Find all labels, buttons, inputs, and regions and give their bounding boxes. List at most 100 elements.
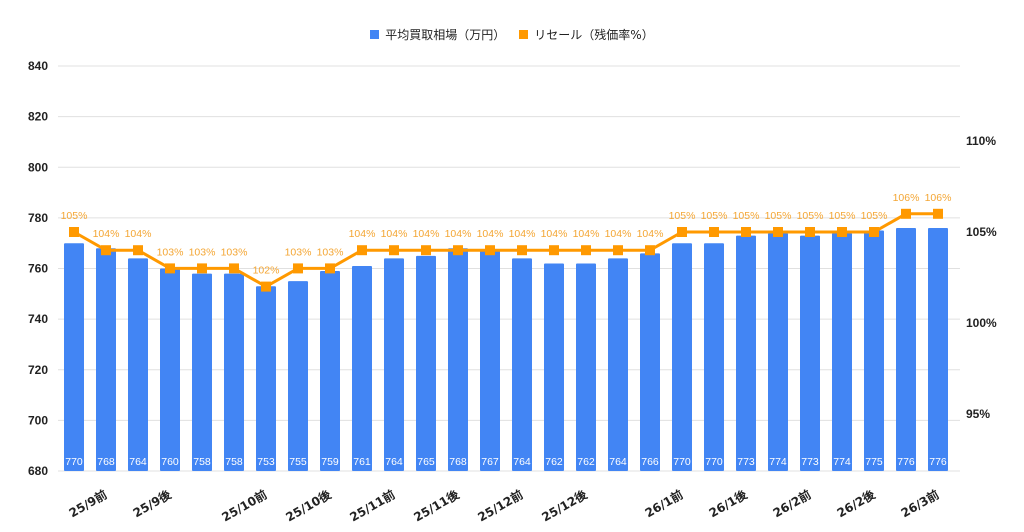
line-value-label: 103% xyxy=(285,246,312,258)
legend-item-price[interactable]: 平均買取相場（万円） xyxy=(370,26,505,43)
line-marker[interactable] xyxy=(677,227,687,237)
line-marker[interactable] xyxy=(165,263,175,274)
legend-item-resale[interactable]: リセール（残価率%） xyxy=(519,26,654,43)
right-axis-tick: 100% xyxy=(966,316,997,330)
line-marker[interactable] xyxy=(613,245,623,256)
line-value-label: 104% xyxy=(477,228,504,240)
left-axis-tick: 680 xyxy=(28,464,48,478)
bar[interactable] xyxy=(352,265,372,471)
line-marker[interactable] xyxy=(421,245,431,256)
line-marker[interactable] xyxy=(805,227,815,237)
line-value-label: 104% xyxy=(125,228,152,240)
line-marker[interactable] xyxy=(389,245,399,256)
bar-value-label: 768 xyxy=(97,456,115,468)
line-marker[interactable] xyxy=(261,281,271,292)
bar[interactable] xyxy=(160,268,180,472)
x-axis-tick: 26/3前 xyxy=(898,487,941,521)
bar[interactable] xyxy=(288,281,308,471)
bar[interactable] xyxy=(832,233,852,471)
left-axis-tick: 820 xyxy=(28,110,48,124)
bar[interactable] xyxy=(128,258,148,471)
line-value-label: 103% xyxy=(317,246,344,258)
bar[interactable] xyxy=(448,248,468,471)
bar-value-label: 776 xyxy=(929,456,947,468)
line-marker[interactable] xyxy=(773,227,783,237)
line-marker[interactable] xyxy=(229,263,239,274)
line-marker[interactable] xyxy=(741,227,751,237)
line-marker[interactable] xyxy=(101,245,111,256)
bar[interactable] xyxy=(864,230,884,471)
x-axis-tick: 25/12前 xyxy=(475,487,526,525)
bar-value-label: 759 xyxy=(321,456,339,468)
bar-value-label: 770 xyxy=(65,456,83,468)
line-marker[interactable] xyxy=(293,263,303,274)
bar[interactable] xyxy=(256,286,276,471)
bar[interactable] xyxy=(640,253,660,471)
line-marker[interactable] xyxy=(69,227,79,237)
line-value-label: 104% xyxy=(349,228,376,240)
line-marker[interactable] xyxy=(901,208,911,219)
bar[interactable] xyxy=(224,273,244,471)
line-marker[interactable] xyxy=(485,245,495,256)
bar-value-label: 762 xyxy=(545,456,563,468)
line-value-label: 105% xyxy=(829,210,856,222)
bar-value-label: 773 xyxy=(801,456,819,468)
bar[interactable] xyxy=(64,243,84,471)
bar[interactable] xyxy=(192,273,212,471)
legend-swatch-line-icon xyxy=(519,30,529,39)
line-marker[interactable] xyxy=(581,245,591,256)
line-value-label: 104% xyxy=(381,228,408,240)
line-value-label: 104% xyxy=(445,228,472,240)
line-marker[interactable] xyxy=(933,208,943,219)
left-axis-tick: 720 xyxy=(28,363,48,377)
bar[interactable] xyxy=(576,263,596,471)
line-marker[interactable] xyxy=(197,263,207,274)
line-marker[interactable] xyxy=(325,263,335,274)
left-axis-tick: 700 xyxy=(28,413,48,427)
bar[interactable] xyxy=(96,248,116,471)
bar[interactable] xyxy=(608,258,628,471)
line-marker[interactable] xyxy=(709,227,719,237)
line-marker[interactable] xyxy=(645,245,655,256)
bar-value-label: 774 xyxy=(769,456,787,468)
line-marker[interactable] xyxy=(453,245,463,256)
bar[interactable] xyxy=(544,263,564,471)
line-value-label: 105% xyxy=(61,210,88,222)
line-marker[interactable] xyxy=(837,227,847,237)
bar[interactable] xyxy=(512,258,532,471)
bar[interactable] xyxy=(736,235,756,471)
bar-value-label: 758 xyxy=(225,456,243,468)
bar[interactable] xyxy=(384,258,404,471)
x-axis-tick: 25/12後 xyxy=(539,486,590,524)
bar-value-label: 770 xyxy=(705,456,723,468)
left-axis-tick: 780 xyxy=(28,211,48,225)
line-marker[interactable] xyxy=(517,245,527,256)
bar[interactable] xyxy=(896,228,916,471)
x-axis-tick: 26/2後 xyxy=(834,486,878,520)
x-axis-tick: 25/9前 xyxy=(66,487,109,521)
left-axis-tick: 760 xyxy=(28,262,48,276)
bar[interactable] xyxy=(320,271,340,471)
legend-label-price: 平均買取相場（万円） xyxy=(385,28,506,42)
bar-value-label: 766 xyxy=(641,456,659,468)
line-value-label: 104% xyxy=(637,228,664,240)
line-marker[interactable] xyxy=(357,245,367,256)
line-marker[interactable] xyxy=(133,245,143,256)
bar-value-label: 760 xyxy=(161,456,179,468)
line-value-label: 104% xyxy=(413,228,440,240)
line-marker[interactable] xyxy=(869,227,879,237)
bar-value-label: 762 xyxy=(577,456,595,468)
bar[interactable] xyxy=(416,255,436,471)
legend: 平均買取相場（万円） リセール（残価率%） xyxy=(0,26,1024,43)
bar[interactable] xyxy=(480,250,500,471)
legend-swatch-bar-icon xyxy=(370,30,380,39)
bar[interactable] xyxy=(800,235,820,471)
bar-value-label: 758 xyxy=(193,456,211,468)
bar[interactable] xyxy=(768,233,788,471)
line-value-label: 104% xyxy=(573,228,600,240)
line-value-label: 103% xyxy=(157,246,184,258)
bar[interactable] xyxy=(928,228,948,471)
bar[interactable] xyxy=(672,243,692,471)
line-marker[interactable] xyxy=(549,245,559,256)
bar[interactable] xyxy=(704,243,724,471)
